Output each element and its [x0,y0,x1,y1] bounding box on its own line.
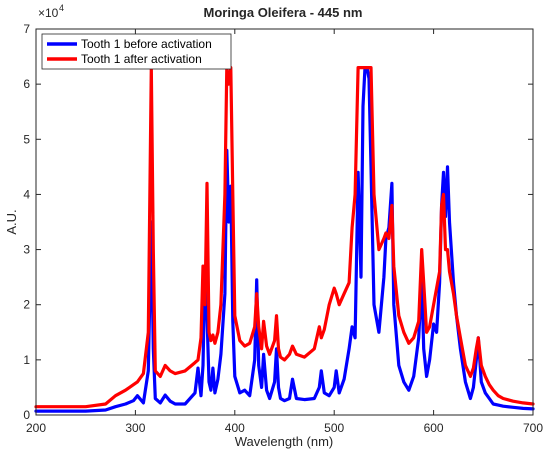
legend-label-before: Tooth 1 before activation [81,37,212,51]
x-axis: 200 300 400 500 600 700 [26,29,543,435]
x-tick-label: 700 [523,421,543,435]
legend-label-after: Tooth 1 after activation [81,52,202,66]
y-tick-label: 4 [23,187,30,201]
x-axis-label: Wavelength (nm) [235,434,334,449]
x-tick-label: 300 [125,421,145,435]
y-axis: 0 1 2 3 4 5 6 7 [23,22,533,422]
y-tick-label: 0 [23,408,30,422]
x-tick-label: 600 [424,421,444,435]
y-multiplier-base: ×10 [38,6,59,20]
y-multiplier-exponent: 4 [59,3,64,13]
x-tick-label: 200 [26,421,46,435]
legend: Tooth 1 before activation Tooth 1 after … [41,33,232,70]
series-layer [34,66,535,413]
y-tick-label: 3 [23,243,30,257]
series-line-1 [34,66,535,409]
series-line-0 [34,66,535,413]
y-tick-label: 7 [23,22,30,36]
y-multiplier: ×10 4 [38,3,64,20]
y-tick-label: 5 [23,132,30,146]
x-tick-label: 500 [324,421,344,435]
y-tick-label: 2 [23,298,30,312]
y-tick-label: 6 [23,77,30,91]
y-tick-label: 1 [23,353,30,367]
chart-title: Moringa Oleifera - 445 nm [204,5,363,20]
plot-area-frame [35,28,534,416]
x-tick-label: 400 [225,421,245,435]
legend-box [41,33,232,70]
y-axis-label: A.U. [4,209,19,234]
